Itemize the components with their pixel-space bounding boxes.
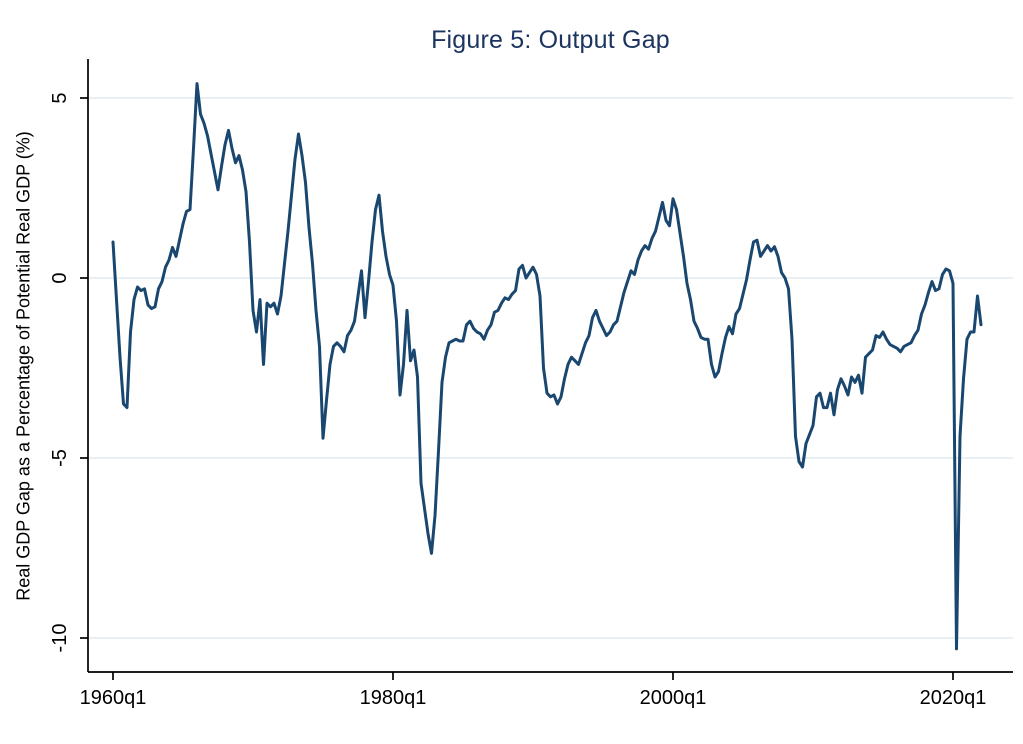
y-tick-label: -5 bbox=[49, 449, 71, 467]
y-tick-label: -10 bbox=[49, 624, 71, 653]
output-gap-line bbox=[111, 82, 983, 651]
y-tick-label: 5 bbox=[49, 92, 71, 103]
y-tick-label: 0 bbox=[49, 272, 71, 283]
x-tick-label: 2000q1 bbox=[640, 687, 707, 709]
chart-title: Figure 5: Output Gap bbox=[431, 26, 670, 54]
x-tick-label: 1960q1 bbox=[80, 687, 147, 709]
x-tick-label: 1980q1 bbox=[360, 687, 427, 709]
y-axis-title: Real GDP Gap as a Percentage of Potentia… bbox=[13, 131, 34, 601]
x-tick-label: 2020q1 bbox=[920, 687, 987, 709]
